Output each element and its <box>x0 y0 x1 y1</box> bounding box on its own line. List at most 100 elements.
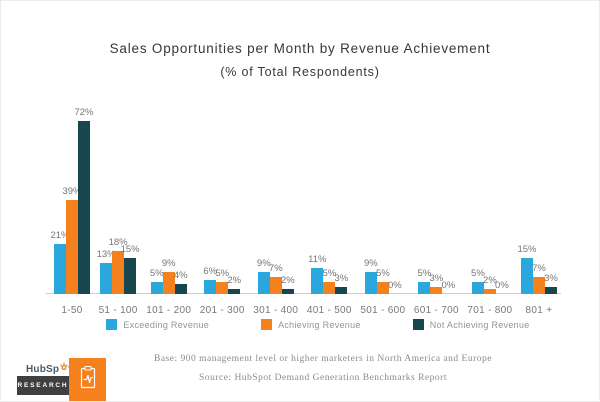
x-axis-category-label: 801 + <box>525 305 553 316</box>
bar-value-label: 2% <box>227 275 242 287</box>
bar-value-label: 18% <box>108 236 128 248</box>
x-axis-category-label: 101 - 200 <box>146 305 192 316</box>
bar-value-label: 5% <box>417 268 432 279</box>
footer-source-note: Source: HubSpot Demand Generation Benchm… <box>199 373 447 383</box>
x-axis-category-label: 501 - 600 <box>360 305 406 316</box>
bar <box>112 250 125 294</box>
bar-slot: 5% <box>322 268 336 294</box>
bar-value-label: 15% <box>517 244 537 255</box>
bar-slot: 15% <box>121 244 140 294</box>
bar-value-label: 6% <box>203 265 218 277</box>
bar-value-label: 0% <box>441 280 456 291</box>
bar-cluster: 5% 9% 4% <box>150 258 188 294</box>
bar-group: 21% 39% 72% 1-50 <box>50 107 94 316</box>
bar <box>216 282 229 294</box>
bar-value-label: 11% <box>308 253 327 265</box>
bar-slot: 39% <box>62 186 82 294</box>
hubspot-sprocket-icon <box>59 362 68 374</box>
bar-slot: 13% <box>97 249 116 294</box>
bar <box>162 272 175 294</box>
bar-value-label: 2% <box>280 275 295 287</box>
x-axis-line <box>46 293 561 294</box>
bar-slot: 72% <box>74 107 94 294</box>
bar-slot: 9% <box>257 258 271 294</box>
bar-group: 5% 3% 0% 601 - 700 <box>413 268 459 316</box>
bar <box>204 279 217 294</box>
legend-item: Achieving Revenue <box>261 319 361 330</box>
bar-slot: 7% <box>532 263 546 294</box>
legend-label: Exceeding Revenue <box>123 319 210 330</box>
bar <box>54 243 66 294</box>
bar-cluster: 11% 5% 3% <box>308 254 348 294</box>
footer: Base: 900 management level or higher mar… <box>47 354 599 383</box>
hubspot-logo: HubSp t <box>26 362 72 375</box>
bar <box>364 272 377 294</box>
bar-slot: 5% <box>215 268 229 294</box>
bar-slot: 2% <box>483 275 497 294</box>
bar-value-label: 7% <box>532 263 546 275</box>
bar-slot: 18% <box>109 237 128 294</box>
bar-slot: 2% <box>281 275 295 294</box>
bar-slot: 15% <box>517 244 536 294</box>
bar <box>269 277 282 294</box>
bar <box>544 286 557 294</box>
bar-slot: 5% <box>150 268 164 294</box>
bar-cluster: 13% 18% 15% <box>97 237 140 294</box>
bar-slot: 21% <box>50 230 70 294</box>
research-badge: RESEARCH <box>17 376 69 395</box>
bar-value-label: 2% <box>483 275 497 287</box>
chart-title: Sales Opportunities per Month by Revenue… <box>109 41 491 56</box>
bar <box>257 272 270 294</box>
bar-value-label: 9% <box>363 258 378 270</box>
bar-value-label: 5% <box>322 268 337 279</box>
bar-slot: 5% <box>376 268 390 294</box>
bar-value-label: 7% <box>268 263 283 275</box>
x-axis-category-label: 201 - 300 <box>199 305 245 316</box>
bar <box>174 284 187 294</box>
bar-value-label: 13% <box>96 248 116 260</box>
bar-value-label: 21% <box>50 229 70 241</box>
bar-group: 9% 7% 2% 301 - 400 <box>253 258 299 316</box>
bar-value-label: 3% <box>544 272 558 284</box>
research-badge-label: RESEARCH <box>17 382 69 389</box>
report-tile <box>69 358 106 401</box>
bar-value-label: 9% <box>161 258 176 270</box>
bar-cluster: 9% 5% 0% <box>364 258 402 294</box>
bar-cluster: 5% 2% 0% <box>471 268 509 294</box>
bar <box>124 258 137 294</box>
bar-group: 5% 9% 4% 101 - 200 <box>146 258 192 316</box>
bar-cluster: 9% 7% 2% <box>257 258 295 294</box>
bar <box>323 282 336 294</box>
bar-slot: 6% <box>203 266 217 294</box>
legend: Exceeding Revenue Achieving Revenue Not Ac… <box>37 319 599 330</box>
bar-slot: 2% <box>227 275 241 294</box>
bar-slot: 3% <box>334 273 348 294</box>
bar <box>66 200 78 294</box>
bar <box>228 289 241 294</box>
bar-slot: 7% <box>269 263 283 294</box>
chart-title-block: Sales Opportunities per Month by Revenue… <box>1 41 599 79</box>
bar-group: 13% 18% 15% 51 - 100 <box>97 237 140 316</box>
bar <box>483 289 496 294</box>
footer-base-note: Base: 900 management level or higher mar… <box>154 354 492 364</box>
hubspot-research-branding: HubSp t RESEARCH <box>1 351 111 401</box>
legend-item: Exceeding Revenue <box>106 319 209 330</box>
bar-slot: 4% <box>174 270 188 294</box>
bar-value-label: 9% <box>256 258 271 270</box>
bar <box>471 282 484 294</box>
x-axis-category-label: 301 - 400 <box>253 305 299 316</box>
bar-group: 15% 7% 3% 801 + <box>517 244 558 316</box>
plot-area: 21% 39% 72% 1-50 13% 18% 15% 51 - 100 5% 9% 4% 101 … <box>46 107 561 316</box>
x-axis-category-label: 1-50 <box>61 305 83 316</box>
bar-value-label: 0% <box>387 280 402 291</box>
bar-value-label: 39% <box>62 186 82 198</box>
bar-slot: 3% <box>430 273 443 294</box>
bar-cluster: 21% 39% 72% <box>50 107 94 294</box>
legend-item: Not Achieving Revenue <box>412 319 530 330</box>
bar <box>418 282 431 294</box>
x-axis-category-label: 601 - 700 <box>413 305 459 316</box>
bar-group: 6% 5% 2% 201 - 300 <box>199 266 245 316</box>
bar-value-label: 15% <box>120 244 140 255</box>
legend-label: Achieving Revenue <box>278 319 361 330</box>
